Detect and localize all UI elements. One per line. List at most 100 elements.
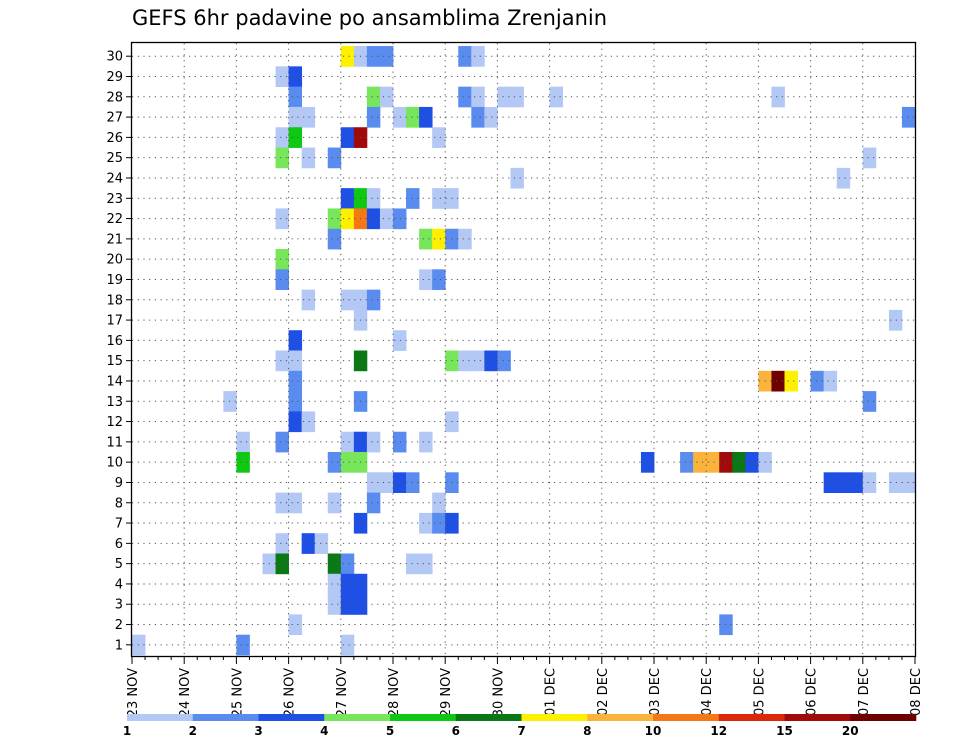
precip-cell xyxy=(275,350,289,372)
x-date-label: 26 NOV xyxy=(283,668,298,717)
x-date-label: 03 DEC xyxy=(648,668,663,716)
precip-cell xyxy=(275,208,289,230)
x-date-label: 28 NOV xyxy=(387,668,402,717)
precip-cell xyxy=(810,370,825,392)
y-tick-label: 16 xyxy=(106,334,123,349)
x-date-label: 24 NOV xyxy=(178,668,193,717)
precip-cell xyxy=(327,228,342,250)
precip-cell xyxy=(471,86,485,108)
precip-cell xyxy=(288,370,303,392)
precip-cell xyxy=(340,452,355,473)
precip-cell xyxy=(823,472,838,493)
y-tick-label: 15 xyxy=(106,354,123,369)
x-date-label: 29 NOV xyxy=(439,668,454,717)
x-date-label: 04 DEC xyxy=(700,668,715,716)
y-axis-ticks: 1234567891011121314151617181920212223242… xyxy=(106,50,132,653)
dotted-grid xyxy=(132,43,915,656)
precip-cell xyxy=(458,228,472,250)
colorbar-swatch xyxy=(455,714,522,721)
precip-cell xyxy=(288,330,303,351)
precip-cell xyxy=(366,492,381,514)
precip-cell xyxy=(366,472,381,493)
precip-cell xyxy=(340,127,355,148)
precip-cell xyxy=(497,350,511,372)
precip-cell xyxy=(419,553,433,575)
precip-cell xyxy=(301,106,316,128)
y-tick-label: 10 xyxy=(106,456,123,471)
chart-title: GEFS 6hr padavine po ansamblima Zrenjani… xyxy=(132,6,608,30)
precip-cell xyxy=(419,106,433,128)
precip-cell xyxy=(327,553,342,575)
precip-cell xyxy=(458,46,472,67)
y-tick-label: 13 xyxy=(106,395,123,410)
precip-cell xyxy=(836,167,851,189)
precip-cell xyxy=(366,431,381,453)
precip-cell xyxy=(419,512,433,534)
precip-cell xyxy=(340,634,355,656)
precip-cell xyxy=(288,66,303,88)
precip-cell xyxy=(301,147,316,169)
colorbar-swatch xyxy=(127,714,194,721)
precip-cell xyxy=(497,86,511,108)
precip-cell xyxy=(901,106,916,128)
precip-cell xyxy=(379,472,394,493)
precip-cell xyxy=(419,269,433,291)
precip-cell xyxy=(288,614,303,636)
precip-cell xyxy=(301,289,316,311)
precip-cell xyxy=(393,431,407,453)
precip-cell xyxy=(771,370,785,392)
precip-cell xyxy=(275,431,289,453)
precip-cell xyxy=(301,411,316,433)
precip-cell xyxy=(366,46,381,67)
colorbar-swatch xyxy=(192,714,259,721)
precip-cell xyxy=(366,289,381,311)
colorbar-swatch xyxy=(324,714,391,721)
precip-cell xyxy=(288,127,303,148)
precip-cell xyxy=(236,634,250,656)
precip-cell xyxy=(393,106,407,128)
x-date-label: 02 DEC xyxy=(596,668,611,716)
precip-cell xyxy=(340,289,355,311)
precip-cell xyxy=(275,533,289,554)
precip-cell xyxy=(680,452,694,473)
precip-cell xyxy=(406,106,420,128)
colorbar-label: 5 xyxy=(386,724,394,738)
colorbar-label: 6 xyxy=(452,724,460,738)
precip-cell xyxy=(432,269,446,291)
colorbar-label: 20 xyxy=(842,724,859,738)
y-tick-label: 9 xyxy=(115,476,123,491)
precip-cell xyxy=(275,127,289,148)
colorbar-swatch xyxy=(390,714,457,721)
y-tick-label: 26 xyxy=(106,131,123,146)
precip-cell xyxy=(706,452,720,473)
colorbar-swatch xyxy=(718,714,785,721)
precip-cell xyxy=(340,208,355,230)
colorbar-swatch xyxy=(850,714,917,721)
precip-cell xyxy=(275,269,289,291)
precip-cell xyxy=(288,106,303,128)
precip-cell xyxy=(862,472,877,493)
y-tick-label: 11 xyxy=(106,435,123,450)
precip-cell xyxy=(327,208,342,230)
y-tick-label: 27 xyxy=(106,111,123,126)
precip-cell xyxy=(288,492,303,514)
colorbar-swatch xyxy=(521,714,588,721)
precip-cell xyxy=(888,472,903,493)
y-tick-label: 18 xyxy=(106,293,123,308)
precip-cell xyxy=(823,370,838,392)
precip-cell xyxy=(301,533,316,554)
precip-cell xyxy=(379,46,394,67)
plot-frame xyxy=(130,41,917,658)
precip-cell xyxy=(275,249,289,270)
precip-cell xyxy=(745,452,759,473)
y-tick-label: 7 xyxy=(115,517,123,532)
precip-cell xyxy=(340,431,355,453)
precip-cell xyxy=(366,208,381,230)
precip-cell xyxy=(288,350,303,372)
precip-cell xyxy=(862,391,877,412)
precip-cell xyxy=(393,208,407,230)
y-tick-label: 20 xyxy=(106,253,123,268)
colorbar-label: 4 xyxy=(320,724,328,738)
precip-cell xyxy=(314,533,329,554)
precip-cell xyxy=(393,330,407,351)
